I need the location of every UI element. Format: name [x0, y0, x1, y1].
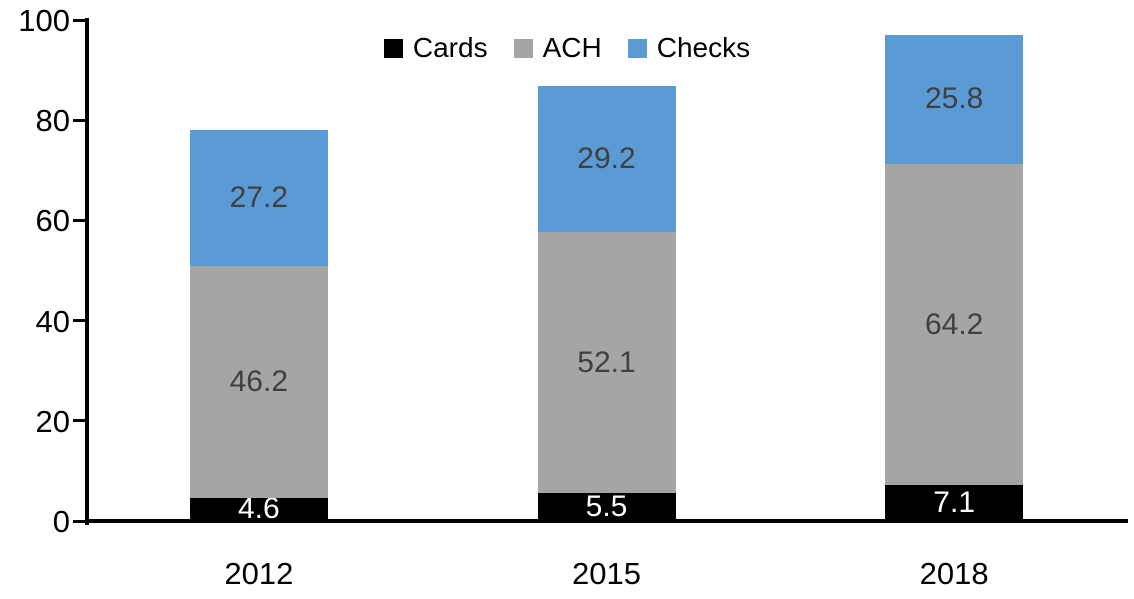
- bar-value-label: 7.1: [933, 486, 976, 520]
- bar-value-label: 27.2: [229, 181, 289, 215]
- bar-value-label: 64.2: [924, 307, 984, 341]
- bar-segment-ach-2018: [885, 163, 1024, 486]
- bar-value-label: 4.6: [237, 492, 280, 526]
- bar-segment-cards-2012: [189, 497, 328, 521]
- bar-segment-cards-2018: [885, 485, 1024, 521]
- legend-item-ach: ACH: [513, 32, 602, 63]
- legend-item-cards: Cards: [383, 32, 488, 63]
- legend-swatch-cards-icon: [383, 38, 403, 58]
- x-category-label-2018: 2018: [919, 556, 989, 591]
- y-tick-mark: [73, 319, 85, 323]
- legend-swatch-checks-icon: [627, 38, 647, 58]
- y-tick-label: 20: [35, 403, 70, 439]
- bar-value-label: 52.1: [577, 345, 636, 379]
- bar-segment-ach-2012: [189, 266, 328, 498]
- bar-segment-checks-2018: [885, 34, 1024, 164]
- y-tick-mark: [73, 218, 85, 222]
- y-tick-label: 60: [35, 203, 70, 239]
- bar-segment-checks-2012: [189, 130, 328, 267]
- x-category-label-2015: 2015: [572, 556, 641, 591]
- bar-value-label: 29.2: [577, 142, 636, 176]
- chart-legend: Cards ACH Checks: [0, 33, 1134, 63]
- y-tick-label: 0: [52, 504, 70, 539]
- y-axis-line: [85, 18, 89, 525]
- y-tick-mark: [73, 118, 85, 122]
- legend-label-ach: ACH: [542, 32, 602, 63]
- legend-label-cards: Cards: [412, 32, 488, 63]
- bar-value-label: 46.2: [229, 365, 289, 399]
- x-axis-line: [85, 519, 1128, 523]
- y-tick-mark: [73, 419, 85, 423]
- bar-segment-ach-2015: [537, 232, 676, 494]
- x-category-label-2012: 2012: [224, 556, 294, 591]
- bar-value-label: 25.8: [924, 82, 984, 116]
- bar-segment-checks-2015: [537, 86, 676, 233]
- legend-item-checks: Checks: [627, 32, 751, 63]
- y-tick-mark: [73, 18, 85, 22]
- y-tick-mark: [73, 519, 85, 523]
- y-tick-label: 100: [18, 3, 70, 38]
- y-tick-label: 80: [35, 103, 70, 139]
- legend-swatch-ach-icon: [513, 38, 533, 58]
- legend-label-checks: Checks: [656, 32, 751, 63]
- bar-segment-cards-2015: [537, 493, 676, 521]
- y-tick-label: 40: [35, 303, 70, 339]
- bar-value-label: 5.5: [585, 490, 628, 524]
